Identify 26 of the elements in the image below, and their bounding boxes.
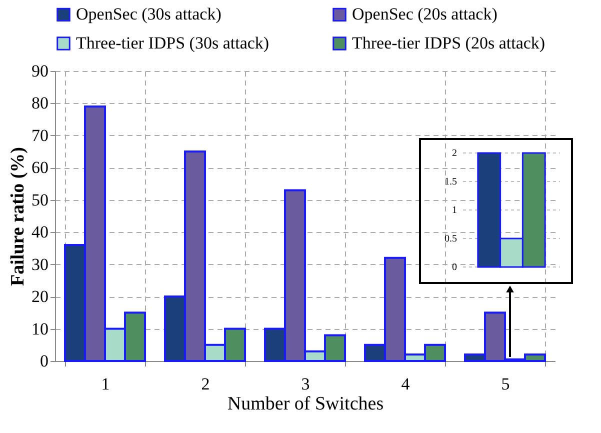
y-tick-label: 80	[32, 94, 48, 113]
y-tick-label: 2	[452, 148, 457, 159]
x-tick-label: 1	[101, 374, 110, 394]
y-tick-label: 40	[32, 222, 48, 242]
y-tick-label: 10	[32, 319, 48, 338]
legend-label: Three-tier IDPS (20s attack)	[352, 34, 546, 52]
x-axis-title: Number of Switches	[227, 394, 384, 414]
y-tick-label: 60	[32, 158, 48, 178]
y-tick-label: 0	[40, 352, 48, 370]
legend-label: Three-tier IDPS (30s attack)	[76, 34, 270, 52]
y-tick-label: 0.5	[444, 234, 457, 244]
y-tick-label: 1	[452, 205, 457, 216]
y-tick-label: 50	[32, 190, 48, 210]
x-tick-label: 2	[201, 374, 210, 394]
y-tick-label: 0	[452, 262, 457, 273]
y-tick-label: 30	[32, 254, 48, 274]
legend-label: OpenSec (30s attack)	[76, 4, 222, 24]
x-tick-label: 4	[401, 374, 410, 394]
legend-label: OpenSec (20s attack)	[352, 4, 498, 24]
y-tick-label: 70	[32, 126, 48, 145]
y-tick-label: 1.5	[444, 176, 457, 188]
x-tick-label: 5	[501, 374, 510, 394]
x-tick-label: 3	[301, 374, 310, 394]
y-tick-label: 90	[32, 62, 48, 80]
y-axis-title: Failure ratio (%)	[8, 147, 28, 286]
y-tick-label: 20	[32, 287, 48, 306]
